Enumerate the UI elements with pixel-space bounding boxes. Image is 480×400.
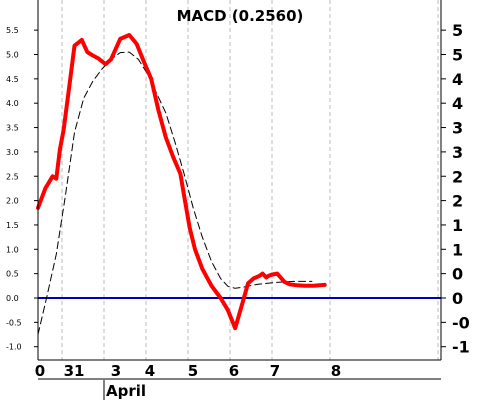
y-tick-label-left: 3.0 (6, 148, 19, 157)
y-tick-label-right: 5 (452, 46, 463, 65)
y-tick-label-right: 2 (452, 167, 463, 186)
y-tick-label-left: 0.0 (6, 294, 19, 303)
y-tick-label-right: 1 (452, 216, 463, 235)
macd-line (36, 33, 327, 331)
x-tick-label: 5 (188, 362, 198, 380)
y-tick-label-left: 3.5 (6, 124, 19, 133)
y-tick-label-left: 4.5 (6, 75, 19, 84)
y-tick-label-right: 0 (452, 289, 463, 308)
y-tick-label-right: 3 (452, 119, 463, 138)
x-tick-label: 7 (270, 362, 280, 380)
y-tick-label-left: 4.0 (6, 99, 19, 108)
y-axis-left: -1.0 -0.5 0.0 0.5 1.0 1.5 2.0 2.5 3.0 3.5 4.0 4.5 5.… (6, 26, 38, 352)
x-tick-label: 3 (111, 362, 121, 380)
y-tick-label-left: -0.5 (6, 318, 22, 327)
vertical-grid (61, 0, 439, 360)
signal-line (37, 51, 313, 335)
y-tick-label-right: 3 (452, 143, 463, 162)
series-layer (36, 33, 327, 335)
y-axis-right: -1 -0 0 0 1 1 2 2 3 3 4 4 5 5 (441, 21, 470, 357)
y-tick-label-left: -1.0 (6, 343, 22, 352)
y-tick-label-right: 4 (452, 94, 463, 113)
y-tick-label-right: -1 (452, 338, 470, 357)
x-month-label: April (106, 382, 146, 400)
y-tick-label-left: 1.5 (6, 221, 19, 230)
y-tick-label-right: 4 (452, 70, 463, 89)
x-tick-label: 0 (35, 362, 45, 380)
x-tick-label: 6 (229, 362, 239, 380)
y-tick-label-left: 5.5 (6, 26, 19, 35)
chart-title: MACD (0.2560) (177, 7, 304, 25)
y-tick-label-right: 5 (452, 21, 463, 40)
x-axis: 0 31 3 4 5 6 7 8 (35, 362, 341, 380)
y-tick-label-left: 2.5 (6, 172, 19, 181)
y-tick-label-left: 1.0 (6, 245, 19, 254)
x-tick-label: 8 (331, 362, 341, 380)
y-tick-label-right: 1 (452, 240, 463, 259)
x-tick-label: 4 (145, 362, 155, 380)
y-tick-label-left: 5.0 (6, 51, 19, 60)
y-tick-label-right: 0 (452, 265, 463, 284)
x-tick-label: 31 (64, 362, 85, 380)
y-tick-label-left: 2.0 (6, 197, 19, 206)
y-tick-label-right: 2 (452, 192, 463, 211)
y-tick-label-left: 0.5 (6, 270, 19, 279)
y-tick-label-right: -0 (452, 313, 470, 332)
